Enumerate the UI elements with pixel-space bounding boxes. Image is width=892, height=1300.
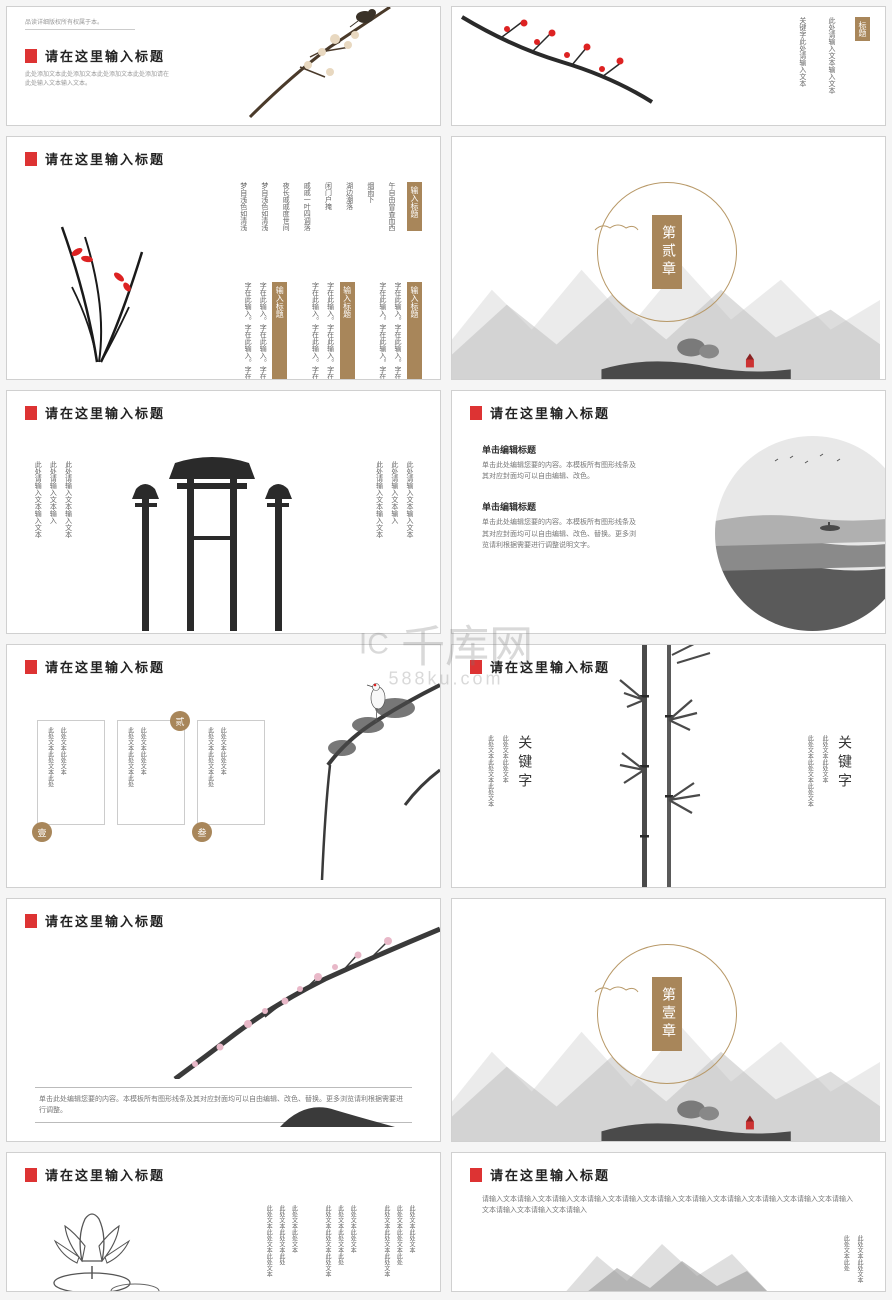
slide-title: 请在这里输入标题 — [45, 657, 165, 676]
tag: 输入标题 — [407, 182, 422, 231]
slide-red-plum: 关键字此处请输入文本 此处请输入文本输入文本 标题 — [451, 6, 886, 126]
slide-final: 请在这里输入标题 请输入文本请输入文本请输入文本请输入文本请输入文本请输入文本请… — [451, 1152, 886, 1292]
slide-bird-branch: 品读详细版权所有权属于本。 请在这里输入标题 此处添加文本此处添加文本此处添加文… — [6, 6, 441, 126]
cloud-decoration — [590, 980, 640, 1000]
tag: 输入标题 — [272, 282, 287, 380]
chapter-circle: 第壹章 — [597, 944, 737, 1084]
slide-archway: 请在这里输入标题 此处请输入文本输入文本 此处请输入文本输入 此处请输入文本输入… — [6, 390, 441, 634]
slide-pink-plum: 请在这里输入标题 单击此处编辑您要的内容。本模板所有图形线条及其对应封面均可以自… — [6, 898, 441, 1142]
bamboo-art — [572, 645, 762, 888]
slide-bamboo: 请在这里输入标题 此处文本此处文本此处文本 此处文本此处文本 关键字 此处文本此… — [451, 644, 886, 888]
title-marker-icon — [25, 1168, 37, 1182]
vcol: 此处请输入文本输入文本 — [826, 17, 837, 94]
chapter-circle: 第贰章 — [597, 182, 737, 322]
right-kw: 此处文本此处文本此处文本 此处文本此处文本 关键字 — [804, 735, 853, 807]
tag: 输入标题 — [407, 282, 422, 380]
orchid-art — [37, 197, 167, 367]
text-cols: 此处文本此处文本此处文本 此处文本此处文本此处 此处文本此处文本 此处文本此处文… — [263, 1205, 415, 1277]
vcol: 关键字此处请输入文本 — [797, 17, 808, 94]
hill-art — [280, 1092, 395, 1127]
body-text: 此处添加文本此处添加文本此处添加文本此处添加请在此处输入文本输入文本。 — [7, 71, 187, 89]
title-marker-icon — [25, 49, 37, 63]
sub-body: 单击此处编辑您要的内容。本模板所有图形线条及其对应封面均可以自由编辑、改色、替换… — [482, 517, 642, 551]
keyword-label: 关键字 — [513, 735, 533, 807]
left-kw: 此处文本此处文本此处文本 此处文本此处文本 关键字 — [484, 735, 533, 807]
archway-art — [107, 441, 317, 631]
slide-crane: 请在这里输入标题 此处文本此处文本此处 此处文本此处文本 壹 此处文本此处文本此… — [6, 644, 441, 888]
title-marker-icon — [470, 1168, 482, 1182]
slide-title: 请在这里输入标题 — [490, 403, 610, 422]
title-marker-icon — [25, 914, 37, 928]
top-caption: 品读详细版权所有权属于本。 — [25, 17, 135, 30]
mountain-art-bottom — [562, 1226, 772, 1292]
keyword-label: 关键字 — [833, 735, 853, 807]
title-marker-icon — [25, 152, 37, 166]
slide-title: 请在这里输入标题 — [490, 1165, 610, 1184]
left-vtext: 此处请输入文本输入文本 此处请输入文本输入 此处请输入文本输入文本 — [32, 461, 74, 538]
crane-pine-art — [280, 670, 440, 880]
title-marker-icon — [25, 660, 37, 674]
chapter-label: 第壹章 — [652, 977, 682, 1051]
tag: 输入标题 — [340, 282, 355, 380]
slide-chapter-1: 第壹章 — [451, 898, 886, 1142]
title-marker-icon — [25, 406, 37, 420]
num-badge: 叁 — [192, 822, 212, 842]
slide-lotus: 请在这里输入标题 此处文本此处文本此处文本 此处文本此处文本此处 此处文本此处文… — [6, 1152, 441, 1292]
slides-grid: 品读详细版权所有权属于本。 请在这里输入标题 此处添加文本此处添加文本此处添加文… — [6, 6, 886, 1292]
slide-title: 请在这里输入标题 — [45, 149, 165, 168]
body-text: 请输入文本请输入文本请输入文本请输入文本请输入文本请输入文本请输入文本请输入文本… — [452, 1190, 885, 1220]
right-text-cols: 关键字此处请输入文本 此处请输入文本输入文本 标题 — [797, 17, 870, 94]
sub-body: 单击此处编辑您要的内容。本模板所有图形线条及其对应封面均可以自由编辑、改色。 — [482, 460, 642, 482]
red-plum-art — [452, 7, 712, 126]
bottom-boxes: 字在此输入。字在此输入。字在此输入。字在此输入。 字在此输入。字在此输入。字在此… — [242, 282, 422, 380]
text-blocks: 单击编辑标题 单击此处编辑您要的内容。本模板所有图形线条及其对应封面均可以自由编… — [452, 428, 672, 566]
title-marker-icon — [470, 660, 482, 674]
title-marker-icon — [470, 406, 482, 420]
num-badge: 壹 — [32, 822, 52, 842]
top-vcols: 梦自浅色如清浅 梦自浅色如清浅 夜长戚戚度世间 戚戚一叶四调落 闲门户掩 湖边潮… — [238, 182, 423, 231]
slide-title: 请在这里输入标题 — [45, 403, 165, 422]
landscape-circle-art — [715, 436, 886, 631]
tag: 标题 — [855, 17, 870, 41]
right-vtext: 此处请输入文本输入文本 此处请输入文本输入 此处请输入文本输入文本 — [373, 461, 415, 538]
pink-plum-art — [140, 919, 440, 1079]
cloud-decoration — [590, 218, 640, 238]
slide-landscape-circle: 请在这里输入标题 单击编辑标题 单击此处编辑您要的内容。本模板所有图形线条及其对… — [451, 390, 886, 634]
sub-heading: 单击编辑标题 — [482, 500, 642, 513]
chapter-label: 第贰章 — [652, 215, 682, 289]
lotus-art — [27, 1191, 177, 1292]
num-badge: 贰 — [170, 711, 190, 731]
plum-bird-art — [210, 6, 430, 126]
slide-chapter-2: 第贰章 — [451, 136, 886, 380]
slide-title: 请在这里输入标题 — [45, 46, 165, 65]
sub-heading: 单击编辑标题 — [482, 443, 642, 456]
slide-title: 请在这里输入标题 — [45, 1165, 165, 1184]
slide-orchid: 请在这里输入标题 梦自浅色如清浅 梦自浅色如清浅 夜长戚戚度世间 戚戚一叶四调落… — [6, 136, 441, 380]
corner-vtext: 此处文本此处 此处文本此处文本 — [840, 1235, 863, 1283]
boxes-row: 此处文本此处文本此处 此处文本此处文本 壹 此处文本此处文本此处 此处文本此处文… — [37, 720, 265, 825]
